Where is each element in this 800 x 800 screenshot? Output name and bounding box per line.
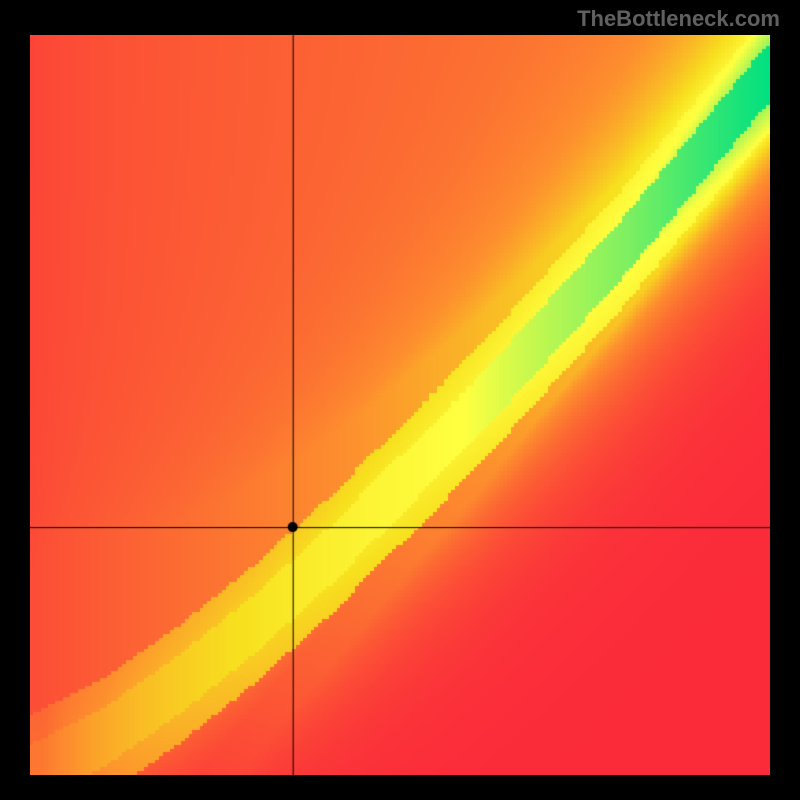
figure-container: TheBottleneck.com xyxy=(0,0,800,800)
bottleneck-heatmap xyxy=(30,35,770,775)
watermark-text: TheBottleneck.com xyxy=(577,6,780,32)
